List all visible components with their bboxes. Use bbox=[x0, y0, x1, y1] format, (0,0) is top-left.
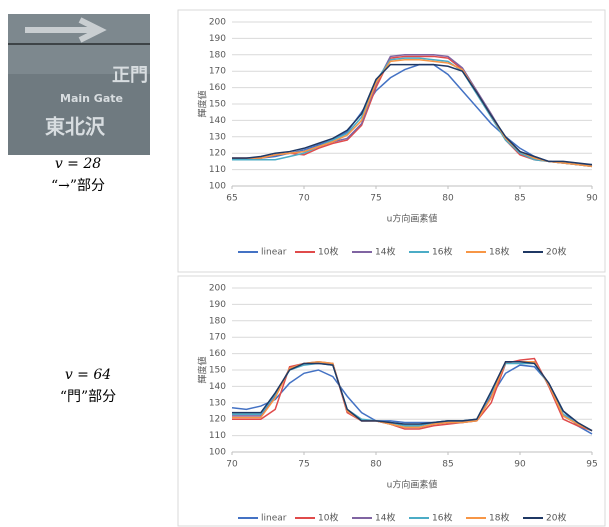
y-tick-label: 190 bbox=[209, 34, 226, 44]
y-tick-label: 140 bbox=[209, 116, 226, 126]
y-tick-label: 150 bbox=[209, 366, 226, 376]
y-axis-label: 輝度値 bbox=[197, 90, 209, 117]
legend-label: 18枚 bbox=[489, 246, 509, 258]
legend-label: 10枚 bbox=[318, 246, 338, 258]
series-line bbox=[232, 58, 593, 168]
x-tick-label: 95 bbox=[586, 460, 597, 470]
caption-v: v = 64 bbox=[65, 367, 111, 383]
y-tick-label: 180 bbox=[209, 50, 226, 60]
x-tick-label: 90 bbox=[586, 194, 598, 204]
legend-label: linear bbox=[261, 514, 287, 524]
caption-v: v = 28 bbox=[55, 156, 101, 172]
series-line bbox=[232, 57, 593, 168]
x-axis-label: u方向画素値 bbox=[387, 213, 438, 225]
y-tick-label: 170 bbox=[209, 333, 226, 343]
legend-label: 20枚 bbox=[546, 512, 566, 524]
x-tick-label: 85 bbox=[442, 460, 453, 470]
y-tick-label: 170 bbox=[209, 67, 226, 77]
legend-label: 14枚 bbox=[375, 512, 395, 524]
x-tick-label: 75 bbox=[298, 460, 309, 470]
x-tick-label: 80 bbox=[370, 460, 382, 470]
y-tick-label: 190 bbox=[209, 300, 226, 310]
x-tick-label: 75 bbox=[370, 194, 381, 204]
y-tick-label: 200 bbox=[209, 18, 226, 28]
photo-arrow bbox=[25, 17, 107, 43]
x-tick-label: 80 bbox=[442, 194, 454, 204]
x-tick-label: 65 bbox=[226, 194, 237, 204]
series-line bbox=[232, 361, 593, 432]
legend-label: 16枚 bbox=[432, 512, 452, 524]
y-tick-label: 120 bbox=[209, 149, 226, 159]
legend-label: 14枚 bbox=[375, 246, 395, 258]
photo-text: Main Gate bbox=[60, 92, 123, 105]
y-tick-label: 180 bbox=[209, 316, 226, 326]
y-tick-label: 140 bbox=[209, 382, 226, 392]
chart-panel bbox=[177, 9, 606, 273]
photo-text: 東北沢 bbox=[45, 115, 106, 139]
y-tick-label: 160 bbox=[209, 83, 226, 93]
series-line bbox=[232, 63, 593, 166]
y-tick-label: 100 bbox=[209, 448, 226, 458]
photo-text: 正門 bbox=[112, 65, 148, 86]
y-axis-label: 輝度値 bbox=[197, 356, 209, 383]
series-line bbox=[231, 364, 593, 435]
legend-label: 10枚 bbox=[318, 512, 338, 524]
y-tick-label: 110 bbox=[209, 165, 226, 175]
x-axis-label: u方向画素値 bbox=[387, 479, 438, 491]
caption-part: “門”部分 bbox=[60, 389, 116, 405]
x-tick-label: 70 bbox=[298, 194, 310, 204]
y-tick-label: 120 bbox=[209, 415, 226, 425]
x-tick-label: 70 bbox=[226, 460, 238, 470]
legend-label: 16枚 bbox=[432, 246, 452, 258]
y-tick-label: 100 bbox=[209, 182, 226, 192]
series-line bbox=[232, 361, 593, 432]
x-tick-label: 90 bbox=[514, 460, 526, 470]
y-tick-label: 150 bbox=[209, 100, 226, 110]
caption-part: “→”部分 bbox=[51, 178, 105, 194]
y-tick-label: 130 bbox=[209, 398, 226, 408]
legend-label: 18枚 bbox=[489, 512, 509, 524]
y-tick-label: 110 bbox=[209, 431, 226, 441]
legend-label: 20枚 bbox=[546, 246, 566, 258]
series-line bbox=[232, 357, 593, 432]
y-tick-label: 200 bbox=[209, 284, 226, 294]
y-tick-label: 130 bbox=[209, 132, 226, 142]
chart-panel bbox=[177, 275, 606, 527]
y-tick-label: 160 bbox=[209, 349, 226, 359]
legend-label: linear bbox=[261, 248, 287, 258]
x-tick-label: 85 bbox=[514, 194, 525, 204]
